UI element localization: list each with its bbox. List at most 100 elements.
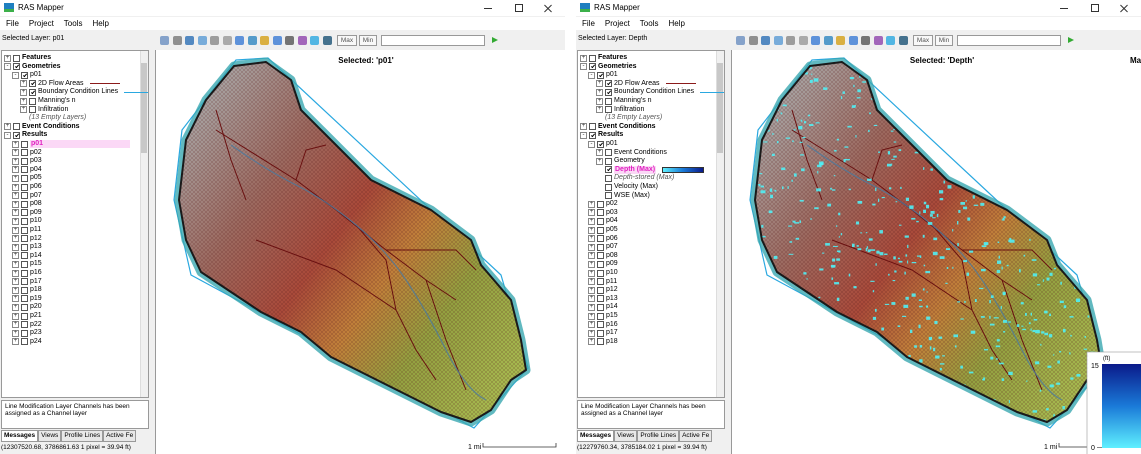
expand-toggle[interactable]: - [12, 71, 19, 79]
checkbox[interactable] [21, 278, 28, 286]
checkbox[interactable] [597, 303, 604, 311]
checkbox[interactable] [605, 174, 612, 182]
tree-item[interactable]: +2D Flow Areas [596, 80, 696, 88]
tree-item[interactable]: + p14 [12, 252, 42, 260]
checkbox[interactable] [605, 166, 612, 174]
toolbar-icon[interactable] [848, 36, 858, 45]
expand-toggle[interactable]: + [596, 106, 603, 114]
toolbar-icon[interactable] [761, 36, 770, 45]
tree-item[interactable]: + Event Conditions [580, 123, 656, 131]
tree-item[interactable]: + p03 [588, 209, 618, 217]
checkbox[interactable] [597, 71, 604, 79]
checkbox[interactable] [589, 63, 596, 71]
expand-toggle[interactable]: + [12, 329, 19, 337]
checkbox[interactable] [21, 286, 28, 294]
checkbox[interactable] [21, 174, 28, 182]
expand-toggle[interactable]: + [588, 226, 595, 234]
toolbar-icon[interactable] [210, 36, 219, 45]
toolbar-icon[interactable] [297, 36, 307, 45]
tree-item[interactable]: + p23 [12, 329, 42, 337]
tree-item[interactable]: + p08 [12, 200, 42, 208]
expand-toggle[interactable]: + [4, 54, 11, 62]
expand-toggle[interactable]: + [588, 286, 595, 294]
toolbar-icon[interactable] [748, 36, 758, 45]
tree-item[interactable]: - Geometries [580, 63, 637, 71]
tab[interactable]: Profile Lines [637, 430, 680, 442]
checkbox[interactable] [597, 243, 604, 251]
tree-item[interactable]: + p03 [12, 157, 42, 165]
menu-item[interactable]: Tools [639, 19, 659, 28]
toolbar-icon[interactable] [811, 36, 820, 45]
checkbox[interactable] [597, 209, 604, 217]
close-button[interactable] [543, 3, 553, 13]
checkbox[interactable] [21, 192, 28, 200]
tree-item[interactable]: + Event Conditions [596, 149, 667, 157]
menu-item[interactable]: Help [92, 19, 109, 28]
checkbox[interactable] [597, 217, 604, 225]
expand-toggle[interactable]: + [12, 338, 19, 346]
checkbox[interactable] [21, 157, 28, 165]
checkbox[interactable] [13, 54, 20, 62]
checkbox[interactable] [597, 286, 604, 294]
checkbox[interactable] [21, 140, 28, 148]
toolbar-icon[interactable] [823, 36, 833, 45]
expand-toggle[interactable]: + [20, 80, 27, 88]
checkbox[interactable] [597, 338, 604, 346]
menu-item[interactable]: Help [668, 19, 685, 28]
tree-item[interactable]: + p13 [12, 243, 42, 251]
tree-item[interactable]: - p01 [588, 71, 618, 79]
tree-item[interactable]: + p10 [588, 269, 618, 277]
expand-toggle[interactable]: - [580, 63, 587, 71]
tree-item[interactable]: + p15 [588, 312, 618, 320]
expand-toggle[interactable]: + [12, 140, 19, 148]
expand-toggle[interactable]: + [12, 312, 19, 320]
tree-item[interactable]: + Features [4, 54, 51, 62]
tree-item[interactable]: + p06 [588, 235, 618, 243]
expand-toggle[interactable]: + [12, 157, 19, 165]
tree-item[interactable]: + Infiltration [596, 106, 644, 114]
checkbox[interactable] [21, 329, 28, 337]
toolbar-icon[interactable] [836, 36, 845, 45]
checkbox[interactable] [13, 123, 20, 131]
checkbox[interactable] [597, 140, 604, 148]
expand-toggle[interactable]: - [4, 63, 11, 71]
tree-item[interactable]: Depth (Max) [596, 165, 705, 174]
expand-toggle[interactable]: + [12, 295, 19, 303]
expand-toggle[interactable]: + [588, 200, 595, 208]
expand-toggle[interactable]: + [12, 269, 19, 277]
time-slider[interactable] [381, 35, 485, 46]
time-slider[interactable] [957, 35, 1061, 46]
expand-toggle[interactable]: + [588, 295, 595, 303]
checkbox[interactable] [13, 63, 20, 71]
expand-toggle[interactable]: + [588, 217, 595, 225]
checkbox[interactable] [589, 54, 596, 62]
tree-item[interactable]: + p04 [12, 166, 42, 174]
tree-item[interactable]: + p12 [588, 286, 618, 294]
expand-toggle[interactable]: + [596, 157, 603, 165]
tree-item[interactable]: +2D Flow Areas [20, 80, 120, 88]
scrollbar-thumb[interactable] [717, 63, 723, 153]
tree-item[interactable]: - p01 [12, 71, 42, 79]
expand-toggle[interactable]: + [588, 243, 595, 251]
tree-item[interactable]: + p20 [12, 303, 42, 311]
tree-item[interactable]: + p01 [12, 140, 130, 148]
tree-item[interactable]: + Manning's n [596, 97, 652, 105]
checkbox[interactable] [597, 329, 604, 337]
checkbox[interactable] [21, 183, 28, 191]
tree-item[interactable]: + p02 [12, 149, 42, 157]
map-canvas[interactable]: Selected: 'p01' 1 mi [156, 50, 565, 454]
tree-item[interactable]: + p02 [588, 200, 618, 208]
expand-toggle[interactable]: + [12, 183, 19, 191]
checkbox[interactable] [589, 123, 596, 131]
tree-item[interactable]: + p14 [588, 303, 618, 311]
expand-toggle[interactable]: + [588, 260, 595, 268]
tree-item[interactable]: + p24 [12, 338, 42, 346]
toolbar-icon[interactable] [247, 36, 257, 45]
checkbox[interactable] [605, 97, 612, 105]
toolbar-icon[interactable] [736, 36, 745, 45]
expand-toggle[interactable]: + [588, 329, 595, 337]
tree-item[interactable]: + p08 [588, 252, 618, 260]
expand-toggle[interactable]: + [12, 303, 19, 311]
checkbox[interactable] [29, 97, 36, 105]
toolbar-icon[interactable] [197, 36, 207, 45]
